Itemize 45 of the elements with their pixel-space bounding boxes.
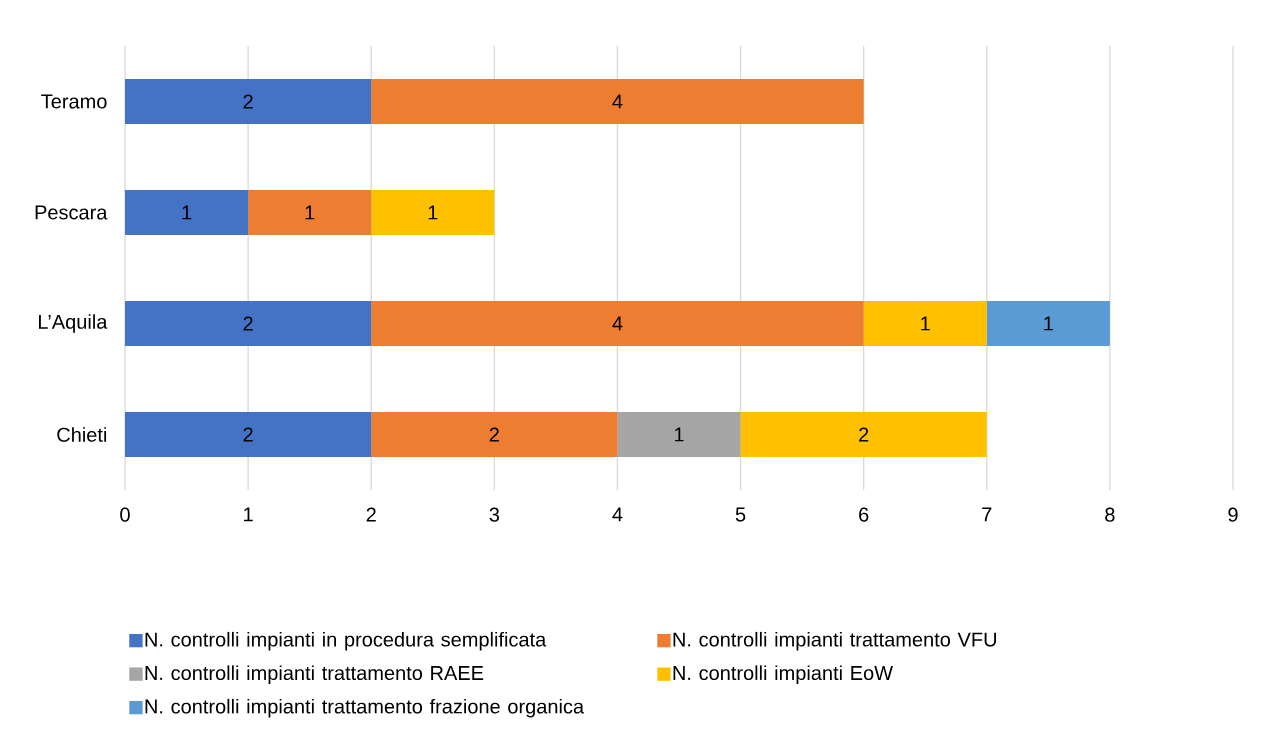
data-label: 2 [243, 427, 253, 442]
data-label: 1 [182, 205, 192, 220]
x-tick-label: 1 [244, 507, 253, 522]
legend-label: N. controlli impianti trattamento frazione organica [145, 698, 585, 718]
data-label: 2 [489, 427, 499, 442]
legend-label: N. controlli impianti in procedura semplificata [145, 631, 547, 651]
bar [371, 412, 618, 457]
data-label: 2 [243, 94, 253, 109]
bar [863, 301, 987, 346]
data-label: 1 [921, 316, 930, 331]
bar [125, 190, 249, 235]
x-tick-label: 3 [489, 507, 500, 522]
legend-label: N. controlli impianti trattamento RAEE [145, 665, 484, 685]
data-label: 1 [305, 205, 315, 220]
bar [125, 79, 372, 124]
y-tick-label: Teramo [41, 94, 107, 109]
x-tick-label: 2 [366, 507, 376, 522]
data-label: 4 [612, 94, 623, 109]
legend-label: N. controlli impianti EoW [673, 665, 893, 685]
y-tick-label: Pescara [35, 205, 108, 220]
y-tick-label: L’Aquila [38, 314, 108, 333]
data-label: 2 [243, 316, 253, 331]
x-tick-label: 0 [120, 507, 130, 522]
x-tick-label: 5 [735, 507, 746, 522]
x-tick-label: 6 [859, 507, 869, 522]
y-tick-label: Chieti [57, 427, 107, 442]
bar [125, 412, 372, 457]
bar [740, 412, 987, 457]
data-label: 1 [674, 427, 684, 442]
legend-label: N. controlli impianti trattamento VFU [673, 631, 997, 651]
bar [986, 301, 1110, 346]
bar [617, 412, 741, 457]
x-tick-label: 4 [612, 507, 623, 522]
data-label: 2 [859, 427, 869, 442]
data-label: 4 [612, 316, 623, 331]
bar [248, 190, 372, 235]
bar [371, 79, 864, 124]
bar [371, 190, 495, 235]
x-tick-label: 7 [982, 507, 992, 522]
bar [125, 301, 372, 346]
data-label: 1 [1044, 316, 1053, 331]
x-tick-label: 9 [1228, 507, 1238, 522]
x-tick-label: 8 [1105, 507, 1115, 522]
bar [371, 301, 864, 346]
data-label: 1 [428, 205, 438, 220]
